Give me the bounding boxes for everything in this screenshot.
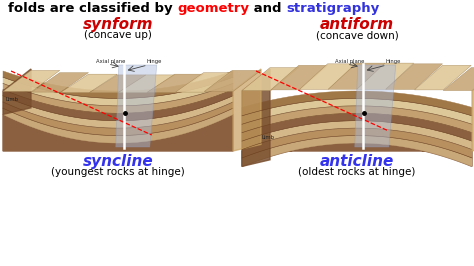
Text: Limb: Limb bbox=[262, 135, 275, 140]
Text: folds are classified by: folds are classified by bbox=[8, 2, 177, 15]
Text: Axial plane: Axial plane bbox=[335, 59, 364, 64]
Text: syncline: syncline bbox=[82, 154, 154, 169]
Text: synform: synform bbox=[83, 17, 153, 32]
Polygon shape bbox=[3, 90, 233, 121]
Polygon shape bbox=[242, 68, 299, 91]
Polygon shape bbox=[242, 136, 472, 167]
Polygon shape bbox=[3, 102, 233, 136]
Polygon shape bbox=[242, 143, 472, 167]
Polygon shape bbox=[414, 65, 471, 90]
Text: and: and bbox=[249, 2, 286, 15]
Polygon shape bbox=[242, 113, 472, 141]
Polygon shape bbox=[357, 63, 414, 89]
Polygon shape bbox=[242, 69, 270, 167]
Polygon shape bbox=[271, 65, 328, 90]
Polygon shape bbox=[175, 73, 232, 92]
Polygon shape bbox=[89, 75, 146, 93]
Text: stratigraphy: stratigraphy bbox=[286, 2, 380, 15]
Text: (youngest rocks at hinge): (youngest rocks at hinge) bbox=[51, 167, 185, 177]
Polygon shape bbox=[3, 114, 233, 151]
Polygon shape bbox=[355, 65, 396, 147]
Polygon shape bbox=[3, 69, 31, 114]
Polygon shape bbox=[116, 65, 157, 147]
Polygon shape bbox=[386, 64, 443, 89]
Polygon shape bbox=[3, 77, 233, 106]
Polygon shape bbox=[300, 64, 356, 89]
Polygon shape bbox=[472, 69, 474, 151]
Polygon shape bbox=[32, 73, 89, 92]
Polygon shape bbox=[242, 128, 472, 158]
Polygon shape bbox=[3, 83, 233, 113]
Polygon shape bbox=[3, 70, 60, 92]
Polygon shape bbox=[61, 74, 117, 93]
Polygon shape bbox=[242, 91, 472, 116]
Text: Hinge: Hinge bbox=[147, 59, 162, 64]
Text: (oldest rocks at hinge): (oldest rocks at hinge) bbox=[298, 167, 416, 177]
Polygon shape bbox=[204, 70, 261, 92]
Text: (concave up): (concave up) bbox=[84, 30, 152, 40]
Text: Axial plane: Axial plane bbox=[96, 59, 125, 64]
Text: anticline: anticline bbox=[320, 154, 394, 169]
Polygon shape bbox=[147, 74, 203, 93]
Polygon shape bbox=[242, 106, 472, 133]
Text: Limb: Limb bbox=[6, 97, 19, 102]
Text: (concave down): (concave down) bbox=[316, 30, 398, 40]
Polygon shape bbox=[242, 121, 472, 149]
Text: geometry: geometry bbox=[177, 2, 249, 15]
Polygon shape bbox=[3, 71, 233, 98]
Polygon shape bbox=[242, 98, 472, 124]
Text: Hinge: Hinge bbox=[386, 59, 401, 64]
Polygon shape bbox=[3, 96, 233, 128]
Polygon shape bbox=[328, 63, 385, 89]
Polygon shape bbox=[443, 68, 474, 91]
Polygon shape bbox=[233, 69, 261, 151]
Text: antiform: antiform bbox=[320, 17, 394, 32]
Polygon shape bbox=[3, 108, 233, 143]
Polygon shape bbox=[118, 75, 175, 93]
